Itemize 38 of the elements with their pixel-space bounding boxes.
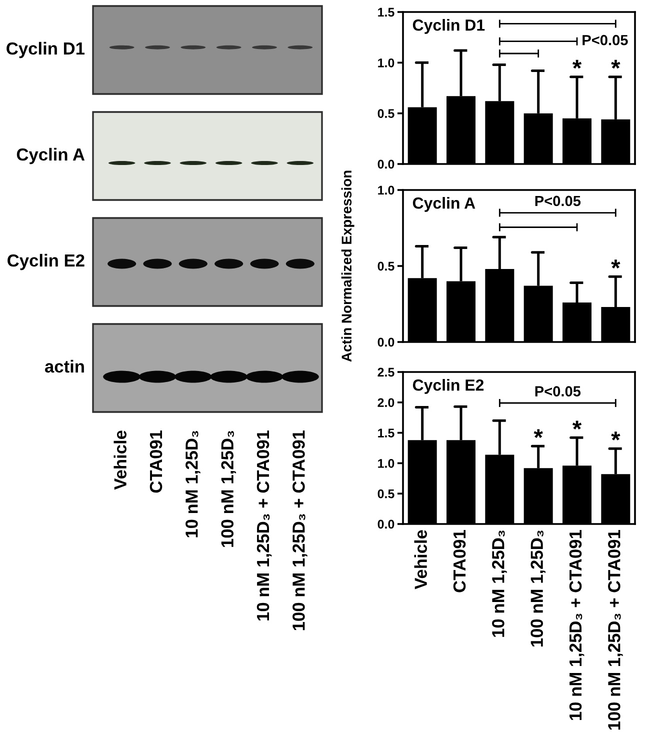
- data-label: *: [611, 432, 620, 440]
- text: Cyclin A: [16, 148, 85, 164]
- x-tick-label: 100 nM 1,25D₃: [530, 530, 546, 646]
- x-tick-label: CTA091: [453, 530, 466, 592]
- y-tick-label: 0.0: [378, 338, 394, 347]
- data-label: *: [572, 60, 582, 69]
- data-label: *: [572, 420, 582, 430]
- y-tick-label: 1.0: [378, 186, 394, 195]
- data-label: *: [611, 60, 620, 69]
- category-label: Vehicle: [114, 430, 126, 490]
- y-tick-label: 1.0: [378, 459, 394, 468]
- chart-title: Cyclin A: [412, 196, 476, 212]
- text: Cyclin D1: [6, 42, 85, 58]
- text: actin: [44, 360, 84, 373]
- data-label: *: [611, 260, 620, 268]
- text: Cyclin E2: [8, 254, 84, 270]
- x-tick-label: Vehicle: [414, 530, 427, 590]
- y-tick-label: 1.5: [378, 428, 394, 438]
- y-tick-label: 0.5: [378, 109, 394, 118]
- x-tick-label: 10 nM 1,25D₃: [492, 530, 507, 637]
- x-tick-label: 10 nM 1,25D₃ + CTA091: [569, 530, 584, 720]
- y-tick-label: 2.5: [378, 368, 394, 377]
- y-tick-label: 1.5: [378, 8, 394, 17]
- annotation: P<0.05: [535, 386, 581, 396]
- y-tick-label: 0.0: [378, 520, 394, 529]
- data-label: *: [534, 429, 543, 438]
- annotation: P<0.05: [582, 34, 628, 46]
- x-tick-label: 100 nM 1,25D₃ + CTA091: [608, 530, 623, 730]
- y-tick-label: 0.5: [378, 489, 394, 498]
- y-tick-label: 2.0: [378, 398, 394, 408]
- y-tick-label: 0.5: [378, 262, 394, 271]
- y-tick-label: 0.0: [378, 160, 394, 169]
- category-label: CTA091: [150, 430, 162, 493]
- chart-title: Cyclin D1: [412, 18, 485, 34]
- chart-title: Cyclin E2: [412, 378, 484, 394]
- y-axis-title: Actin Normalized Expression: [341, 170, 354, 362]
- annotation: P<0.05: [535, 196, 581, 206]
- y-tick-label: 1.0: [378, 58, 394, 68]
